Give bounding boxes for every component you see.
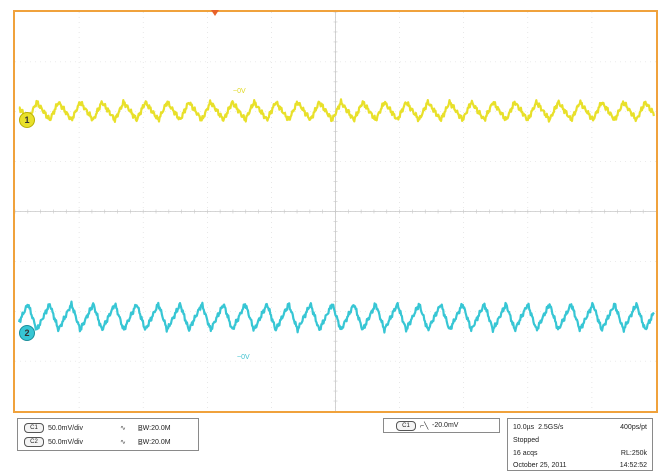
scope-display: 1 2 ~0V ~0V	[13, 10, 658, 413]
ch2-readout[interactable]: C2 50.0mV/div ∿ B̲W:20.0M	[24, 436, 171, 448]
trigger-position-marker[interactable]	[211, 10, 219, 16]
ch2-badge[interactable]: C2	[24, 437, 44, 447]
ch1-scale: 50.0mV/div	[48, 424, 84, 432]
vertical-readout-panel[interactable]: C1 50.0mV/div ∿ B̲W:20.0M C2 50.0mV/div …	[17, 418, 199, 451]
record-length: RL:250k	[620, 450, 647, 457]
falling-edge-icon: ⌐╲	[420, 422, 429, 430]
ch2-bandwidth: B̲W:20.0M	[138, 438, 171, 446]
ch2-ground-marker[interactable]: 2	[19, 325, 35, 341]
trigger-source-badge[interactable]: C1	[396, 420, 416, 431]
horizontal-scale: 10.0µs 2.5GS/s	[513, 424, 564, 431]
trigger-readout-panel[interactable]: C1 ⌐╲ -20.0mV	[383, 418, 500, 433]
timebase-readout-panel[interactable]: 10.0µs 2.5GS/s 400ps/pt Stopped 16 acqs …	[507, 418, 653, 471]
acquisition-status: Stopped	[513, 437, 540, 444]
acquisition-count: 16 acqs	[513, 450, 538, 457]
ch1-waveform	[18, 98, 655, 124]
capture-time: 14:52:52	[619, 462, 647, 469]
sample-resolution: 400ps/pt	[620, 424, 647, 431]
ac-coupling-icon: ∿	[120, 425, 126, 432]
ch1-trace-label: ~0V	[233, 88, 246, 95]
ch2-waveform	[17, 300, 655, 334]
ch2-scale: 50.0mV/div	[48, 438, 84, 446]
ch1-ground-marker[interactable]: 1	[19, 112, 35, 128]
ch1-badge[interactable]: C1	[24, 423, 44, 433]
ch2-trace-label: ~0V	[237, 354, 250, 361]
ch1-readout[interactable]: C1 50.0mV/div ∿ B̲W:20.0M	[24, 422, 171, 434]
ac-coupling-icon: ∿	[120, 439, 126, 446]
waveform-graticule	[15, 12, 656, 411]
ch1-bandwidth: B̲W:20.0M	[138, 424, 171, 432]
capture-date: October 25, 2011	[513, 462, 567, 469]
trigger-level: -20.0mV	[432, 422, 459, 429]
